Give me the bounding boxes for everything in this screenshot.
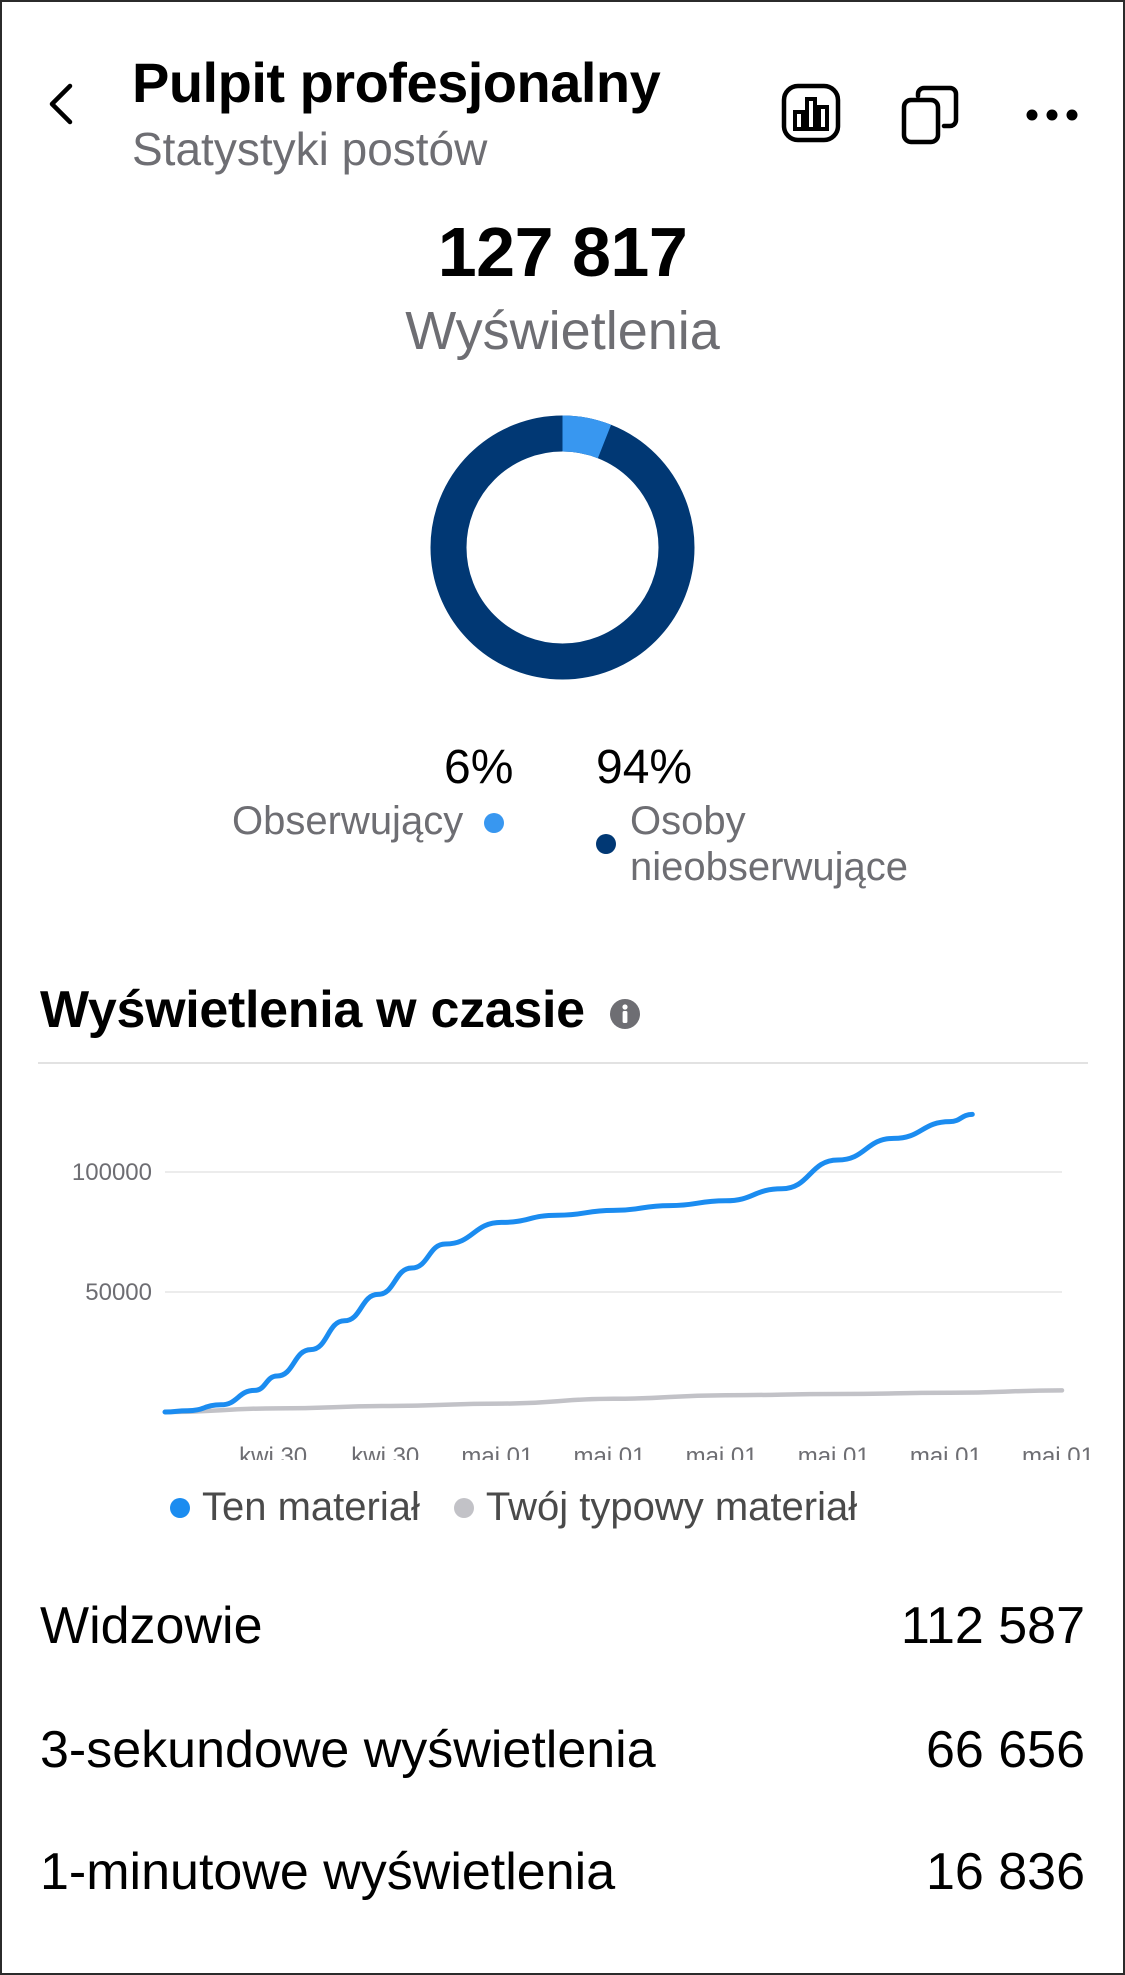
x-tick-label: maj 01 xyxy=(798,1443,870,1460)
y-tick-label: 50000 xyxy=(85,1279,152,1306)
more-icon[interactable] xyxy=(1022,100,1082,130)
section-divider xyxy=(38,1062,1088,1064)
followers-legend: Obserwujący xyxy=(232,798,505,844)
back-chevron-icon[interactable] xyxy=(40,82,84,126)
section-title: Wyświetlenia w czasie xyxy=(40,980,641,1043)
nonfollowers-percent: 94% xyxy=(596,741,693,794)
x-tick-label: maj 01 xyxy=(686,1443,758,1460)
x-tick-label: maj 01 xyxy=(573,1443,645,1460)
nonfollowers-dot-wrap xyxy=(596,834,616,854)
x-tick-label: kwi 30 xyxy=(351,1443,419,1460)
stat-value: 66 656 xyxy=(925,1721,1085,1779)
stat-value: 16 836 xyxy=(925,1843,1085,1901)
x-tick-label: maj 01 xyxy=(910,1443,982,1460)
views-total-label: Wyświetlenia xyxy=(405,301,720,361)
followers-label: Obserwujący xyxy=(232,799,464,843)
section-title-text: Wyświetlenia w czasie xyxy=(40,981,585,1039)
stat-value: 112 587 xyxy=(900,1597,1085,1655)
page-title: Pulpit profesjonalny xyxy=(132,51,661,114)
copy-icon[interactable] xyxy=(900,84,966,146)
donut-followers-segment xyxy=(430,415,695,680)
page-subtitle: Statystyki postów xyxy=(132,123,488,175)
stat-row-1min-views: 1-minutowe wyświetlenia 16 836 xyxy=(40,1842,1085,1902)
nonfollowers-label-line1: Osoby xyxy=(630,799,746,843)
series-line-typical-content xyxy=(162,1388,1065,1415)
x-tick-label: maj 01 xyxy=(1022,1443,1094,1460)
followers-donut-chart xyxy=(430,415,695,680)
followers-percent: 6% xyxy=(444,741,514,794)
views-total: 127 817 xyxy=(437,213,688,291)
views-over-time-chart: 50000 100000 kwi 30 kwi 30 maj 01 maj 01 maj 0… xyxy=(72,1111,1094,1460)
legend-dot-typical-content xyxy=(453,1497,474,1518)
nonfollowers-dot xyxy=(596,834,616,854)
nonfollowers-legend: Osoby nieobserwujące xyxy=(630,798,908,890)
nonfollowers-label-line2: nieobserwujące xyxy=(630,845,908,889)
x-tick-label: kwi 30 xyxy=(239,1443,307,1460)
stat-label: 3-sekundowe wyświetlenia xyxy=(40,1721,656,1779)
chart-legend: Ten materiał Twój typowy materiał xyxy=(170,1485,857,1530)
x-tick-label: maj 01 xyxy=(461,1443,533,1460)
info-icon[interactable] xyxy=(609,983,641,1043)
stat-label: 1-minutowe wyświetlenia xyxy=(40,1843,616,1901)
stat-row-viewers: Widzowie 112 587 xyxy=(40,1596,1085,1656)
donut-nonfollowers-segment xyxy=(430,415,695,680)
y-tick-label: 100000 xyxy=(72,1159,152,1186)
stat-label: Widzowie xyxy=(40,1597,263,1655)
stat-row-3s-views: 3-sekundowe wyświetlenia 66 656 xyxy=(40,1720,1085,1780)
legend-typical-content: Twój typowy materiał xyxy=(485,1485,858,1529)
bar-chart-icon[interactable] xyxy=(780,82,842,144)
series-line-this-content xyxy=(162,1111,975,1415)
legend-this-content: Ten materiał xyxy=(202,1485,420,1529)
legend-dot-this-content xyxy=(170,1497,190,1518)
followers-dot xyxy=(484,813,505,834)
